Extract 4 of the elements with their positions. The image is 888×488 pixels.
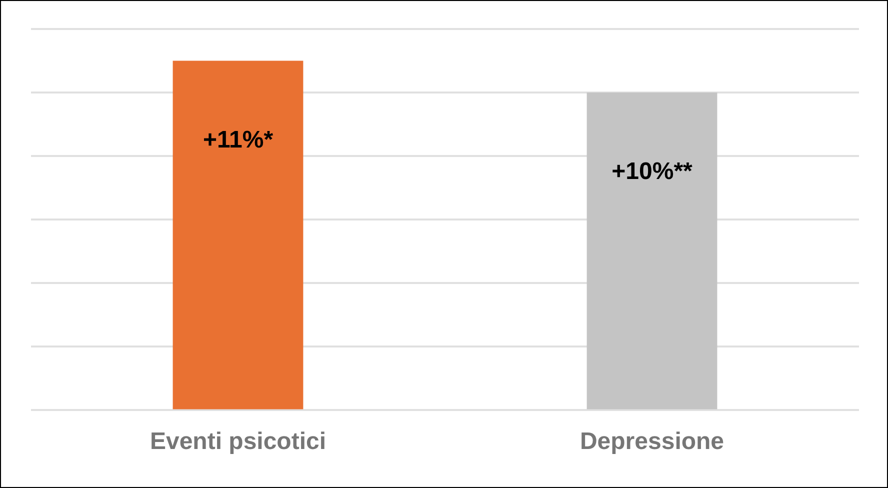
- data-label: +11%*: [202, 126, 274, 154]
- x-tick-label: Eventi psicotici: [150, 428, 326, 456]
- data-label: +10%**: [612, 158, 694, 186]
- x-tick-label: Depressione: [580, 428, 724, 456]
